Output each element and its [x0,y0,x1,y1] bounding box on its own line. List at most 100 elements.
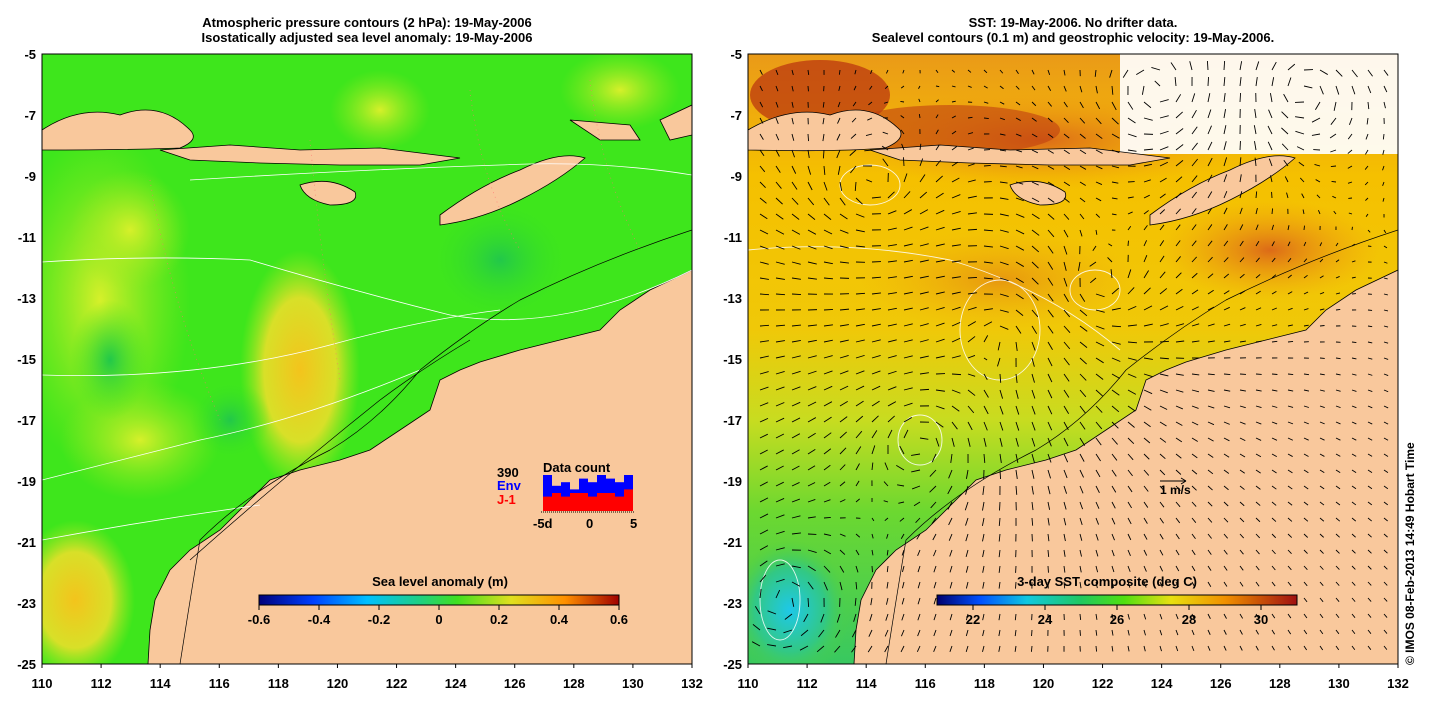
velocity-vector [1127,437,1135,445]
velocity-vector [1143,485,1149,492]
velocity-vector [1159,485,1165,492]
right-xtick-label: 122 [1092,676,1114,691]
velocity-vector [791,355,801,359]
velocity-vector [1351,389,1357,392]
velocity-vector [1271,549,1276,555]
velocity-vector [1207,645,1211,651]
velocity-vector [1255,645,1259,651]
velocity-vector [1143,405,1152,411]
velocity-vector [1127,196,1134,199]
velocity-vector [1347,181,1353,184]
velocity-vector [1223,469,1230,474]
velocity-vector [1111,101,1117,111]
velocity-vector [1383,341,1389,344]
velocity-vector [887,276,897,279]
velocity-vector [1255,421,1262,425]
velocity-vector [775,324,786,327]
velocity-vector [1063,389,1070,398]
velocity-vector [1271,257,1276,263]
velocity-vector [901,143,905,151]
velocity-vector [1287,581,1292,587]
velocity-vector [1111,565,1115,573]
velocity-vector [1319,469,1325,474]
velocity-vector [998,613,1001,621]
velocity-vector [1298,161,1305,167]
velocity-vector [775,386,785,391]
velocity-vector [1335,308,1341,311]
histogram-bar-j1 [570,493,579,511]
velocity-vector [1159,613,1163,620]
histogram-bar-j1 [579,493,588,511]
velocity-vector [1143,323,1153,327]
velocity-vector [1031,501,1034,511]
velocity-vector [967,85,972,88]
velocity-vector [1063,373,1070,382]
right-xtick-label: 126 [1210,676,1232,691]
velocity-vector [933,629,937,637]
velocity-vector [1367,373,1373,376]
velocity-vector [947,501,953,510]
velocity-vector [1287,225,1290,231]
velocity-vector [1127,549,1131,557]
velocity-vector [1111,165,1120,169]
velocity-vector [1207,174,1213,183]
velocity-vector [759,402,769,407]
velocity-vector [823,261,833,265]
velocity-vector [1271,61,1277,71]
velocity-vector [855,213,865,218]
velocity-vector [1143,469,1150,476]
velocity-vector [1223,306,1230,311]
velocity-vector [1143,179,1151,183]
velocity-vector [850,165,857,174]
velocity-vector [807,499,816,503]
velocity-vector [1175,323,1185,327]
velocity-vector [1079,373,1087,381]
velocity-vector [791,565,801,569]
velocity-vector [823,355,833,359]
velocity-vector [1015,389,1019,399]
velocity-vector [1319,373,1325,376]
velocity-vector [1383,405,1389,409]
velocity-vector [775,498,785,503]
left-pressure-contours [42,163,692,541]
velocity-vector [823,517,831,519]
velocity-vector [1207,501,1213,507]
velocity-vector [1303,645,1308,651]
velocity-vector [1191,208,1197,215]
velocity-vector [967,212,977,215]
velocity-vector [1143,357,1153,360]
velocity-vector [887,370,897,375]
velocity-vector [836,133,841,141]
velocity-vector [1111,307,1121,311]
velocity-vector [1079,197,1086,203]
velocity-vector [1207,157,1213,167]
velocity-vector [1143,629,1146,636]
velocity-vector [1268,109,1273,119]
velocity-vector [1295,116,1305,119]
velocity-vector [1095,197,1102,202]
velocity-vector [1287,291,1293,295]
velocity-vector [1255,613,1260,619]
velocity-vector [982,613,985,621]
sst-missing-data [1120,54,1398,154]
velocity-vector [1031,421,1036,431]
velocity-vector [1191,373,1200,376]
velocity-vector [839,339,849,343]
velocity-vector [791,133,795,141]
velocity-vector [754,606,761,615]
velocity-vector [1047,357,1053,367]
velocity-vector [951,355,961,359]
velocity-vector [823,308,834,311]
velocity-vector [887,339,897,343]
velocity-vector [1367,101,1370,110]
velocity-vector [983,69,988,74]
velocity-vector [1271,274,1277,279]
velocity-vector [1364,149,1369,155]
velocity-vector [999,181,1008,184]
velocity-vector [983,261,993,264]
left-dotted-contours [149,79,641,421]
velocity-vector [1111,613,1114,620]
velocity-vector [1015,309,1024,316]
velocity-vector [903,371,913,375]
velocity-vector [759,574,767,583]
